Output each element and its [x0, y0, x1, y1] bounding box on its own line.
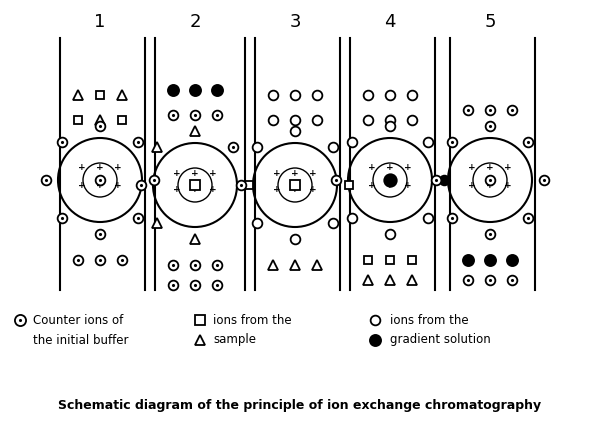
Text: +: +	[96, 164, 104, 173]
Text: ions from the: ions from the	[390, 314, 469, 326]
Text: 4: 4	[384, 13, 396, 31]
Text: 3: 3	[289, 13, 301, 31]
Text: +: +	[78, 181, 86, 190]
Text: +: +	[114, 181, 122, 190]
Text: Counter ions of: Counter ions of	[33, 314, 123, 326]
Text: +: +	[486, 164, 494, 173]
Text: +: +	[368, 164, 376, 173]
Text: +: +	[191, 169, 199, 178]
Text: +: +	[368, 181, 376, 190]
Text: +: +	[486, 181, 494, 190]
Text: 5: 5	[484, 13, 496, 31]
Text: +: +	[291, 185, 299, 195]
Text: 1: 1	[94, 13, 106, 31]
Text: +: +	[386, 181, 394, 190]
Text: +: +	[209, 169, 217, 178]
Text: +: +	[468, 181, 476, 190]
Text: +: +	[114, 164, 122, 173]
Text: +: +	[173, 185, 181, 195]
Text: +: +	[209, 185, 217, 195]
Text: +: +	[504, 181, 512, 190]
Text: +: +	[273, 185, 281, 195]
Text: +: +	[173, 169, 181, 178]
Text: +: +	[309, 169, 317, 178]
Text: +: +	[468, 164, 476, 173]
Text: sample: sample	[213, 334, 256, 346]
Text: +: +	[404, 164, 412, 173]
Text: +: +	[309, 185, 317, 195]
Text: +: +	[96, 181, 104, 190]
Text: +: +	[78, 164, 86, 173]
Text: +: +	[273, 169, 281, 178]
Text: gradient solution: gradient solution	[390, 334, 491, 346]
Text: +: +	[291, 169, 299, 178]
Text: the initial buffer: the initial buffer	[33, 334, 128, 346]
Text: Schematic diagram of the principle of ion exchange chromatography: Schematic diagram of the principle of io…	[58, 398, 542, 412]
Text: +: +	[191, 185, 199, 195]
Text: ions from the: ions from the	[213, 314, 292, 326]
Text: 2: 2	[189, 13, 201, 31]
Text: +: +	[404, 181, 412, 190]
Text: +: +	[386, 164, 394, 173]
Text: +: +	[504, 164, 512, 173]
